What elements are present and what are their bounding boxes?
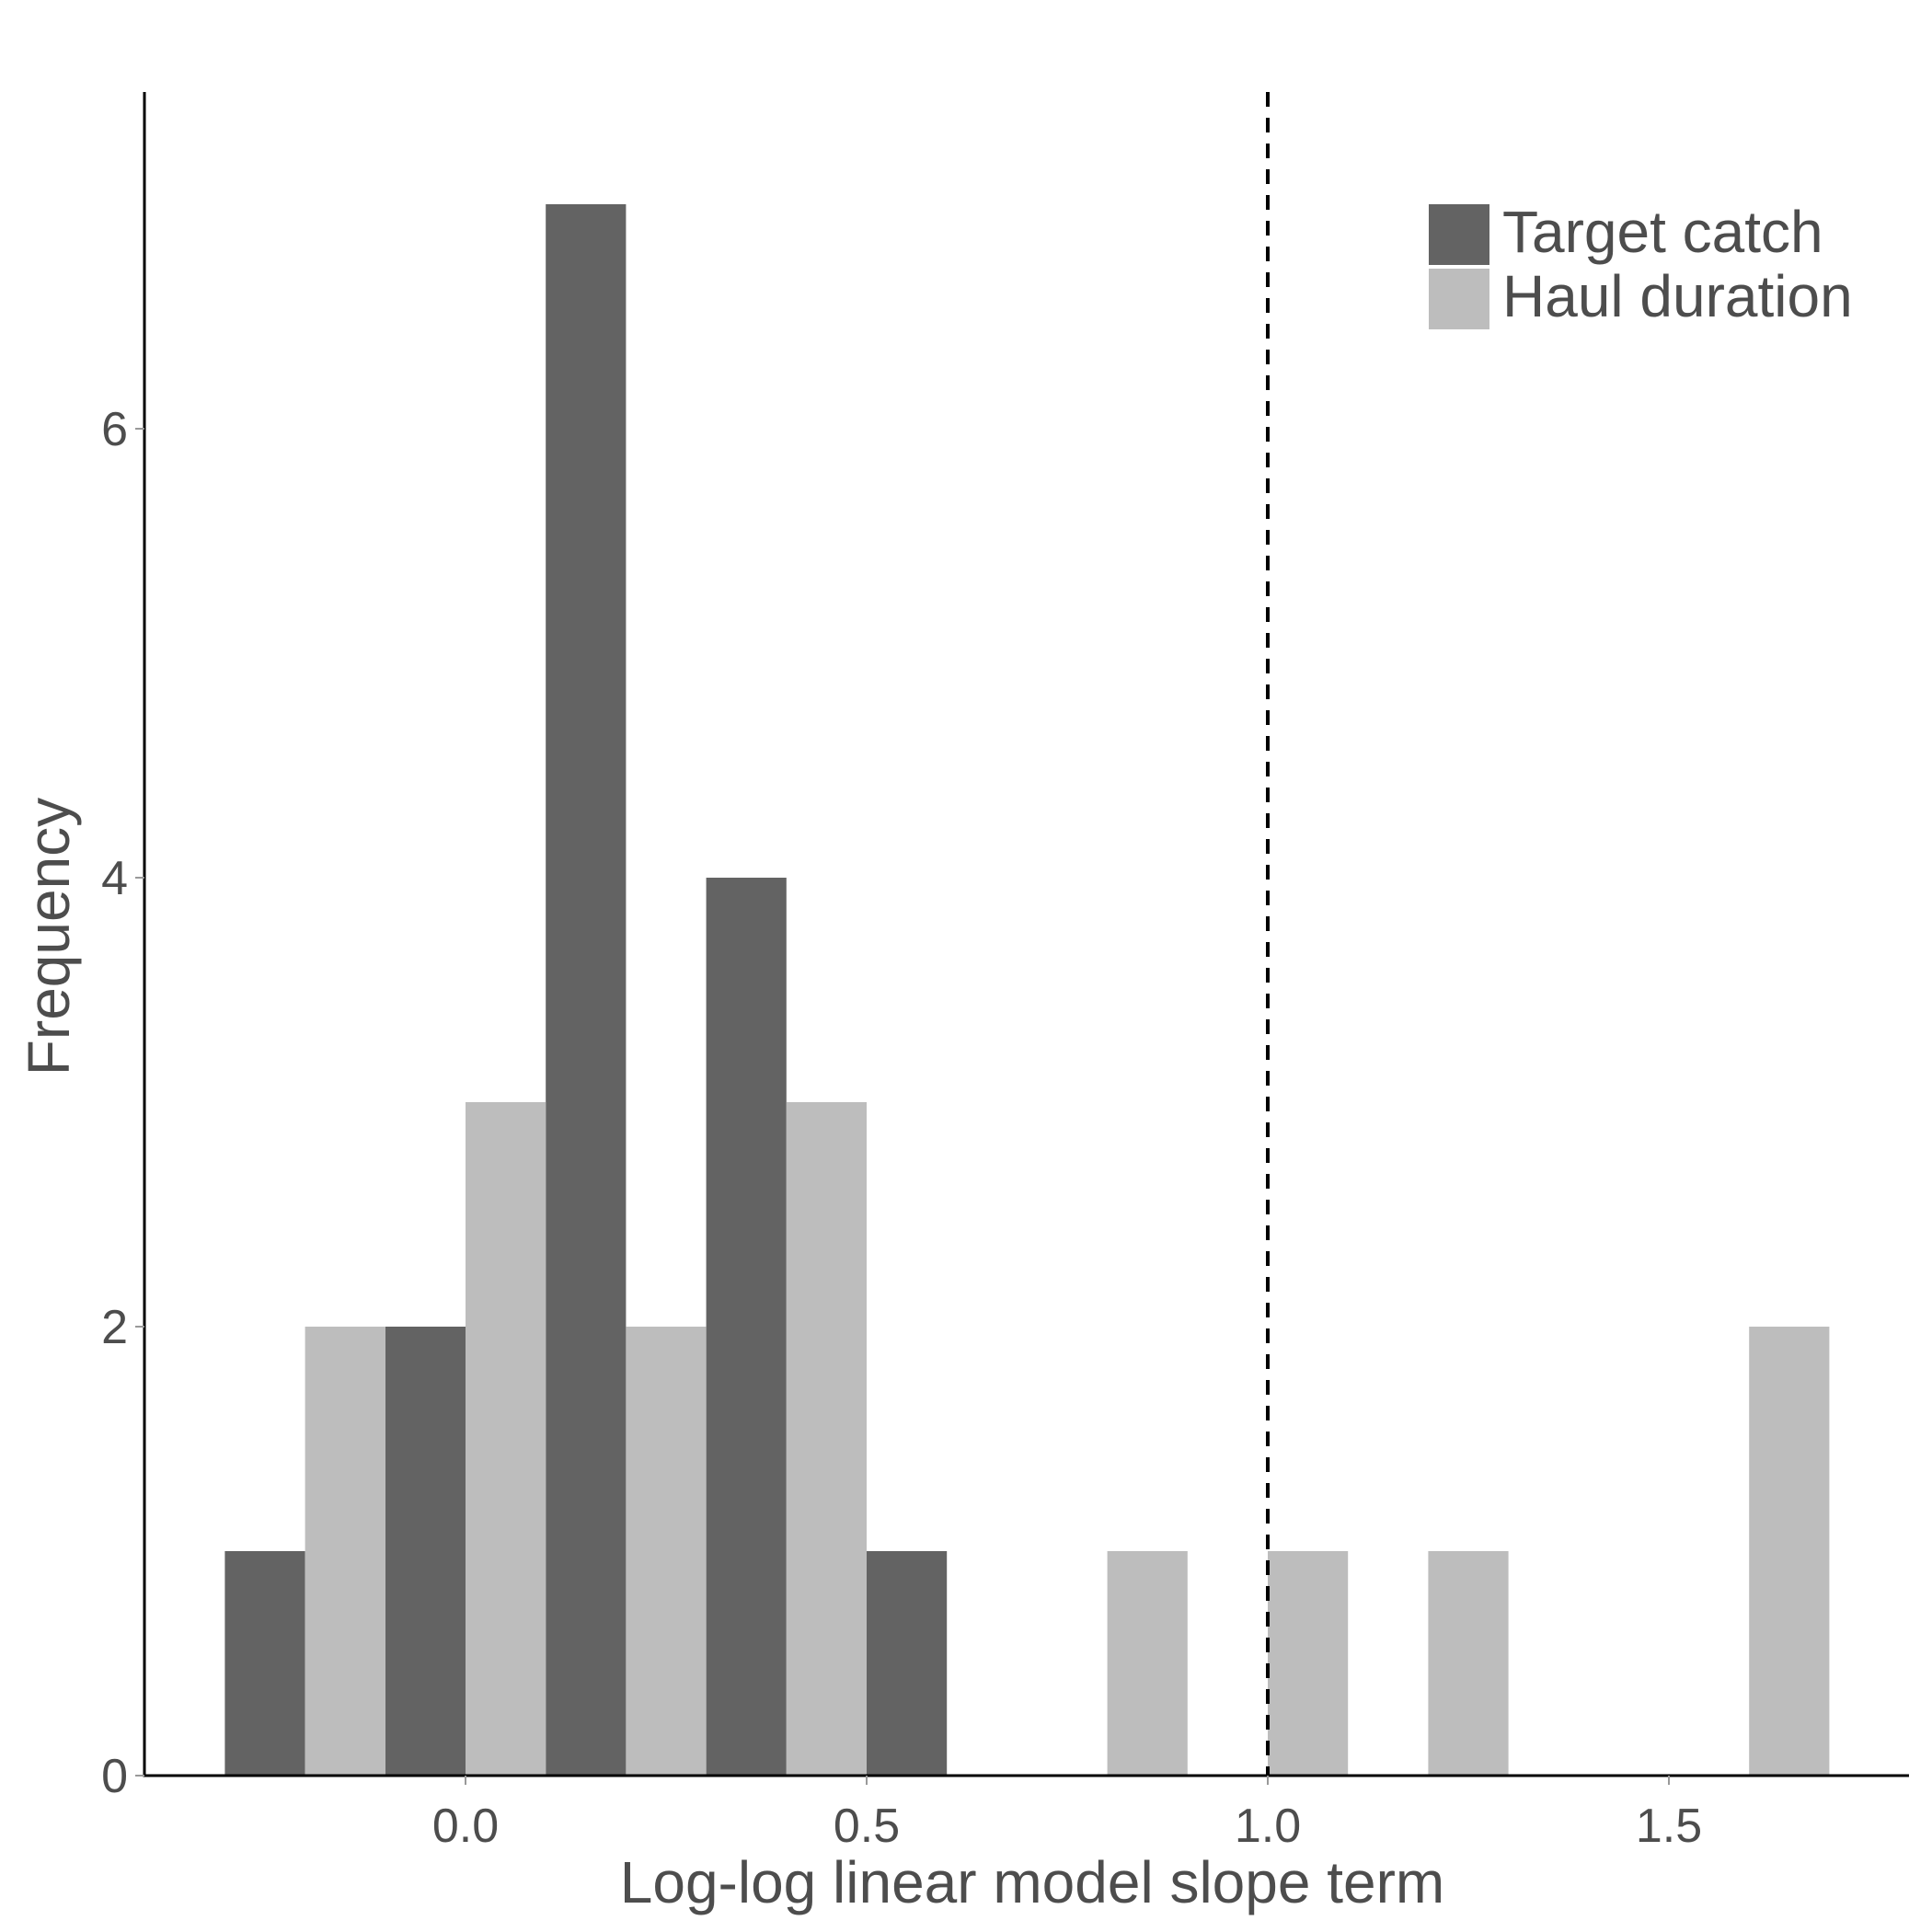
bar-haul-duration-1 [466,1102,546,1776]
x-tick-label: 1.5 [1636,1800,1702,1853]
bar-target-catch-0 [224,1551,305,1776]
y-tick-label: 4 [101,852,128,905]
bar-haul-duration-6 [1428,1551,1509,1776]
bar-haul-duration-4 [1107,1551,1188,1776]
bar-target-catch-2 [546,204,627,1776]
x-axis-title: Log-log linear model slope term [620,1849,1444,1915]
legend-label-target-catch: Target catch [1502,199,1823,265]
legend-swatch-haul-duration [1429,269,1489,329]
x-tick-label: 0.0 [432,1800,499,1853]
bar-haul-duration-5 [1268,1551,1349,1776]
y-tick-label: 2 [101,1301,128,1354]
bar-target-catch-3 [706,878,787,1776]
bar-haul-duration-0 [305,1327,385,1776]
axes-layer [143,92,1909,1777]
bar-haul-duration-2 [626,1327,707,1776]
y-axis-title: Frequency [16,798,82,1075]
bar-haul-duration-7 [1749,1327,1830,1776]
y-tick-label: 0 [101,1750,128,1803]
x-ticks-layer: 0.0 0.5 1.0 1.5 [432,1776,1702,1853]
legend-label-haul-duration: Haul duration [1502,263,1853,329]
x-tick-label: 1.0 [1235,1800,1301,1853]
bar-haul-duration-3 [786,1102,867,1776]
bar-target-catch-1 [385,1327,466,1776]
legend-swatch-target-catch [1429,204,1489,265]
y-ticks-layer: 0 2 4 6 [101,403,144,1803]
x-tick-label: 0.5 [834,1800,900,1853]
bars-layer [224,204,1830,1776]
bar-target-catch-4 [867,1551,948,1776]
y-tick-label: 6 [101,403,128,456]
